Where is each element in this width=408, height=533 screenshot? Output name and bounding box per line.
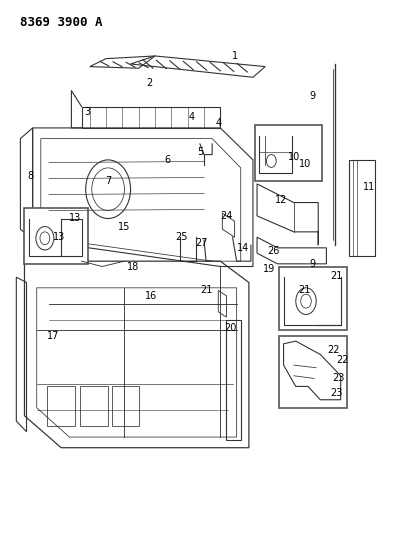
Text: 19: 19 (263, 264, 275, 274)
Bar (279, 266, 347, 330)
Text: 18: 18 (126, 262, 139, 271)
Bar (255, 125, 322, 181)
Text: 15: 15 (118, 222, 131, 231)
Text: 24: 24 (220, 211, 233, 221)
Text: 20: 20 (224, 323, 237, 333)
Bar (80, 386, 108, 426)
Text: 17: 17 (47, 331, 59, 341)
Text: 8369 3900 A: 8369 3900 A (20, 16, 103, 29)
Text: 3: 3 (84, 107, 91, 117)
Text: 6: 6 (164, 155, 171, 165)
Text: 10: 10 (299, 159, 312, 169)
Text: 27: 27 (196, 238, 208, 247)
Text: 13: 13 (53, 232, 65, 242)
Text: 11: 11 (363, 182, 375, 191)
Text: 9: 9 (309, 259, 315, 269)
Bar (279, 336, 347, 408)
Bar (24, 208, 88, 264)
Text: 25: 25 (175, 232, 188, 242)
Text: 8: 8 (27, 171, 34, 181)
Text: 23: 23 (330, 389, 343, 398)
Text: 21: 21 (330, 271, 343, 281)
Text: 7: 7 (105, 176, 111, 186)
Bar (112, 386, 139, 426)
Text: 16: 16 (145, 291, 157, 301)
Text: 14: 14 (237, 243, 249, 253)
Text: 22: 22 (337, 355, 349, 365)
Text: 1: 1 (231, 51, 238, 61)
Text: 26: 26 (267, 246, 279, 255)
Text: 5: 5 (197, 147, 203, 157)
Text: 4: 4 (215, 118, 222, 127)
Bar (47, 386, 75, 426)
Text: 21: 21 (200, 286, 212, 295)
Text: 2: 2 (146, 78, 152, 87)
Text: 4: 4 (188, 112, 195, 122)
Text: 13: 13 (69, 213, 81, 223)
Text: 9: 9 (309, 91, 315, 101)
Text: 12: 12 (275, 195, 288, 205)
Text: 10: 10 (288, 152, 300, 162)
Text: 23: 23 (333, 374, 345, 383)
Text: 21: 21 (298, 286, 310, 295)
Text: 22: 22 (327, 345, 339, 355)
